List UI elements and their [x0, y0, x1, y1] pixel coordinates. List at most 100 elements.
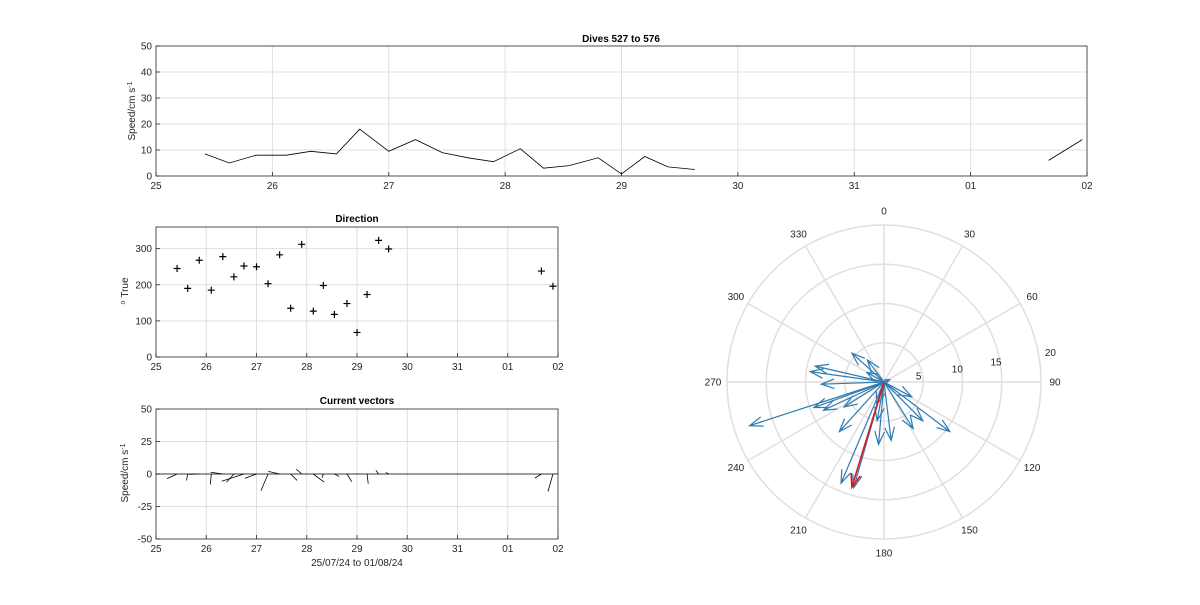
direction-point: [537, 267, 545, 275]
current-vector: [290, 473, 298, 481]
x-tick-label: 25: [150, 544, 162, 555]
direction-title: Direction: [335, 214, 378, 225]
angle-gridline: [747, 381, 885, 462]
x-tick-label: 28: [500, 181, 512, 192]
vectors-xlabel: 25/07/24 to 01/08/24: [311, 558, 403, 569]
direction-plot-area: 25 26 27 28 29 30 31 01 02 0 100 200 300: [135, 226, 564, 373]
y-tick-label: -25: [138, 502, 153, 513]
x-tick-label: 25: [150, 181, 162, 192]
x-tick-label: 31: [452, 544, 464, 555]
y-tick-label: 0: [146, 353, 152, 364]
angle-tick-label: 120: [1024, 463, 1041, 474]
y-tick-label: 50: [141, 405, 153, 416]
radial-tick-label: 20: [1045, 348, 1057, 359]
radial-tick-label: 15: [990, 358, 1002, 369]
direction-point: [195, 256, 203, 264]
speed-plot-area: 25 26 27 28 29 30 31 01 02 0 10 20 30 40 50: [141, 42, 1093, 193]
angle-tick-label: 150: [961, 526, 978, 537]
current-arrow: [866, 358, 885, 383]
x-tick-label: 29: [616, 181, 628, 192]
vectors-ylabel: Speed/cm s-1: [120, 443, 132, 502]
current-vector: [366, 473, 369, 484]
mean-current-arrow: [850, 381, 885, 490]
current-arrow: [883, 381, 914, 398]
x-tick-label: 30: [402, 362, 414, 373]
y-tick-label: 0: [146, 470, 152, 481]
direction-point: [219, 253, 227, 261]
direction-point: [319, 282, 327, 289]
y-tick-label: -50: [138, 535, 153, 546]
current-arrow: [747, 381, 885, 427]
direction-point: [549, 282, 557, 290]
direction-point: [287, 304, 295, 312]
current-vector: [268, 470, 280, 475]
angle-tick-label: 180: [876, 549, 893, 560]
current-arrow: [821, 381, 885, 411]
angle-tick-label: 270: [705, 378, 722, 389]
vectors-title: Current vectors: [320, 396, 395, 407]
radial-tick-label: 5: [916, 371, 922, 382]
current-arrow: [808, 368, 885, 383]
current-vector: [375, 470, 379, 475]
x-tick-label: 31: [452, 362, 464, 373]
direction-point: [385, 245, 393, 253]
direction-point: [240, 262, 248, 270]
current-vector: [385, 472, 389, 475]
x-tick-label: 02: [552, 362, 564, 373]
current-vector: [296, 468, 302, 475]
current-vector: [334, 473, 340, 477]
speed-series-line: [1048, 139, 1083, 161]
current-vector: [210, 471, 223, 475]
direction-point: [353, 328, 361, 336]
current-arrow: [883, 381, 952, 433]
x-tick-label: 27: [251, 544, 263, 555]
current-vector: [313, 473, 325, 483]
speed-series-line: [204, 128, 695, 175]
current-arrow: [874, 381, 885, 447]
direction-point: [343, 300, 351, 308]
y-tick-label: 20: [141, 120, 153, 131]
y-tick-label: 10: [141, 146, 153, 157]
direction-point: [363, 291, 371, 299]
current-vector: [166, 473, 178, 480]
y-tick-label: 200: [135, 280, 152, 291]
direction-point: [298, 240, 306, 248]
direction-point: [173, 265, 181, 273]
current-arrow: [883, 378, 892, 384]
x-tick-label: 26: [201, 544, 213, 555]
y-tick-label: 100: [135, 316, 152, 327]
x-tick-label: 27: [251, 362, 263, 373]
current-vector: [346, 473, 353, 482]
angle-gridline: [883, 302, 1021, 383]
angle-gridline: [747, 302, 885, 383]
axes-box: [155, 226, 559, 358]
x-tick-label: 28: [301, 544, 313, 555]
angle-tick-label: 300: [728, 292, 745, 303]
current-vector: [186, 473, 189, 481]
angle-tick-label: 240: [728, 463, 745, 474]
x-tick-label: 30: [402, 544, 414, 555]
current-vector: [534, 473, 542, 479]
direction-point: [264, 280, 272, 288]
angle-tick-label: 330: [790, 229, 807, 240]
current-arrow: [838, 381, 885, 433]
current-vector: [209, 473, 212, 485]
current-arrow: [850, 351, 885, 383]
current-arrow: [883, 381, 895, 443]
angle-gridline: [883, 381, 964, 519]
angle-gridline: [804, 245, 885, 383]
y-tick-label: 300: [135, 244, 152, 255]
direction-point: [253, 263, 260, 271]
current-arrow: [812, 381, 885, 409]
x-tick-label: 29: [351, 362, 363, 373]
x-tick-label: 02: [1081, 181, 1093, 192]
angle-gridline: [883, 245, 964, 383]
current-vector: [221, 473, 245, 482]
x-tick-label: 31: [849, 181, 861, 192]
speed-panel: Dives 527 to 576 25 26 27 28 29 30 31 01 02 0 10 20…: [127, 34, 1093, 192]
current-vector: [321, 473, 324, 478]
x-tick-label: 01: [502, 544, 514, 555]
direction-point: [330, 310, 338, 318]
